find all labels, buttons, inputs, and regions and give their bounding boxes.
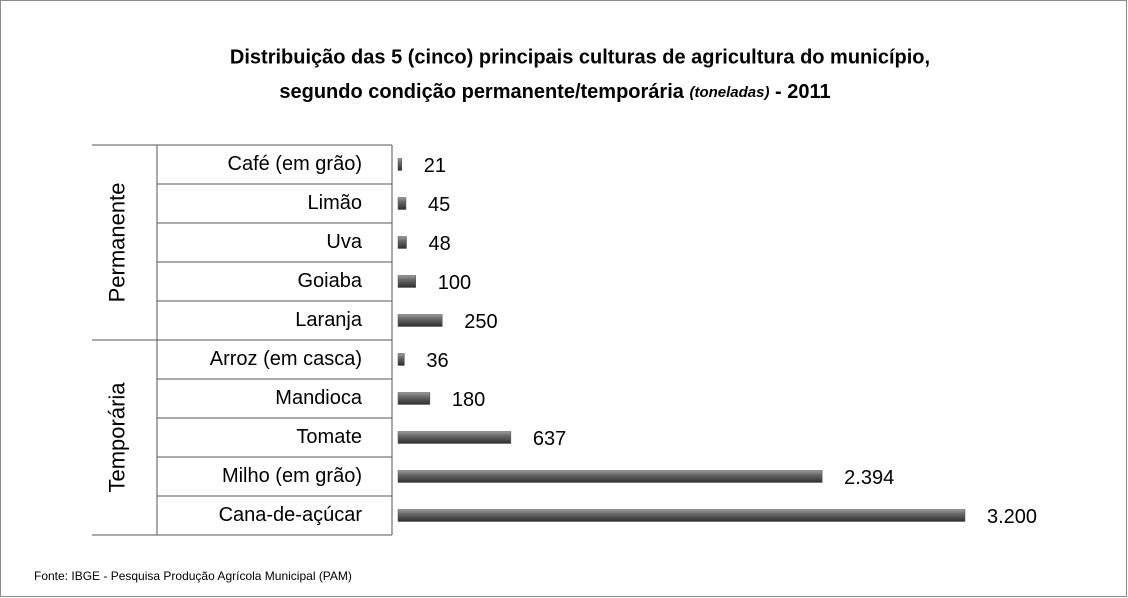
title-note: (toneladas) bbox=[689, 84, 769, 101]
bar bbox=[397, 158, 402, 171]
data-label: 2.394 bbox=[844, 467, 894, 489]
bar bbox=[397, 314, 443, 327]
source: Fonte: IBGE - Pesquisa Produção Agrícola… bbox=[34, 569, 352, 583]
data-label: 45 bbox=[428, 194, 450, 216]
y-tick-label: Arroz (em casca) bbox=[210, 348, 362, 370]
title-suffix: - 2011 bbox=[775, 81, 831, 103]
bar bbox=[397, 353, 405, 366]
title-line: segundo condição permanente/temporária bbox=[279, 81, 684, 103]
bar bbox=[397, 197, 407, 210]
bar bbox=[397, 509, 966, 522]
group-label: Permanente bbox=[104, 183, 129, 303]
y-tick-label: Mandioca bbox=[275, 387, 363, 409]
y-tick-label: Uva bbox=[326, 231, 362, 253]
y-tick-label: Limão bbox=[308, 192, 362, 214]
bar bbox=[397, 470, 823, 483]
y-tick-label: Laranja bbox=[295, 309, 363, 331]
chart-title: segundo condição permanente/temporária (… bbox=[279, 81, 830, 103]
bar bbox=[397, 275, 416, 288]
data-label: 3.200 bbox=[987, 506, 1037, 528]
y-tick-label: Goiaba bbox=[298, 270, 363, 292]
group-label: Temporária bbox=[104, 382, 129, 493]
bar bbox=[397, 392, 431, 405]
data-label: 48 bbox=[429, 233, 451, 255]
bar bbox=[397, 236, 407, 249]
data-label: 250 bbox=[464, 311, 497, 333]
y-tick-label: Café (em grão) bbox=[228, 153, 363, 175]
data-label: 100 bbox=[438, 272, 471, 294]
data-label: 180 bbox=[452, 389, 485, 411]
data-label: 36 bbox=[426, 350, 448, 372]
y-tick-label: Cana-de-açúcar bbox=[219, 504, 363, 526]
data-label: 637 bbox=[533, 428, 566, 450]
bar bbox=[397, 431, 512, 444]
data-label: 21 bbox=[424, 155, 446, 177]
y-tick-label: Milho (em grão) bbox=[222, 465, 362, 487]
y-tick-label: Tomate bbox=[296, 426, 362, 448]
chart-title: Distribuição das 5 (cinco) principais cu… bbox=[230, 46, 930, 68]
